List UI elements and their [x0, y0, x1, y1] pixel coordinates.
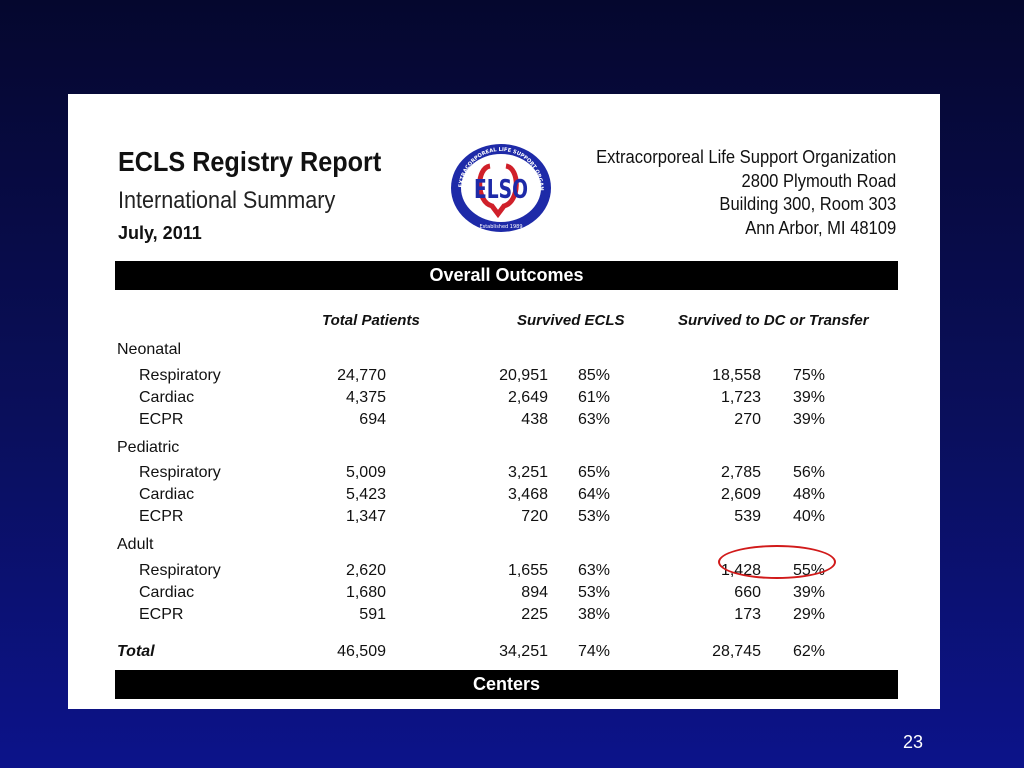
- cell-ecls-pct: 63%: [578, 562, 611, 579]
- cell-total: 694: [359, 411, 386, 428]
- row-label: Cardiac: [139, 389, 195, 406]
- cell-ecls: 2,649: [507, 389, 548, 406]
- cell-dc: 270: [734, 411, 761, 428]
- row-label: Cardiac: [139, 486, 195, 503]
- report-date: July, 2011: [118, 223, 202, 243]
- total-patients: 46,509: [337, 643, 386, 660]
- org-address-line1: 2800 Plymouth Road: [741, 170, 896, 191]
- cell-ecls: 720: [521, 508, 548, 525]
- cell-dc-pct: 29%: [793, 606, 826, 623]
- cell-dc: 2,785: [720, 464, 761, 481]
- cell-ecls-pct: 61%: [578, 389, 611, 406]
- cell-dc: 539: [734, 508, 761, 525]
- cell-dc: 660: [734, 584, 761, 601]
- cell-total: 1,347: [345, 508, 386, 525]
- organization-address: Extracorporeal Life Support Organization…: [596, 146, 896, 240]
- header-survived-dc: Survived to DC or Transfer: [678, 312, 869, 329]
- cell-ecls-pct: 85%: [578, 367, 611, 384]
- org-name: Extracorporeal Life Support Organization: [595, 147, 896, 167]
- cell-dc: 173: [734, 606, 761, 623]
- cell-total: 4,375: [345, 389, 386, 406]
- row-label: ECPR: [139, 508, 184, 525]
- cell-ecls-pct: 38%: [578, 606, 611, 623]
- row-label: Respiratory: [139, 464, 221, 481]
- cell-total: 1,680: [345, 584, 386, 601]
- logo-established-text: Established 1989: [479, 224, 522, 230]
- cell-ecls: 1,655: [507, 562, 548, 579]
- cell-dc-pct: 39%: [793, 411, 826, 428]
- cell-ecls: 438: [521, 411, 548, 428]
- cell-total: 2,620: [345, 562, 386, 579]
- cell-ecls-pct: 63%: [578, 411, 611, 428]
- cell-ecls-pct: 53%: [578, 584, 611, 601]
- cell-total: 591: [359, 606, 386, 623]
- cell-ecls: 894: [521, 584, 548, 601]
- cell-dc-pct: 39%: [793, 584, 826, 601]
- centers-header: Centers: [115, 670, 898, 699]
- group-label-adult: Adult: [117, 536, 154, 553]
- cell-ecls: 225: [521, 606, 548, 623]
- header-survived-ecls: Survived ECLS: [517, 312, 625, 329]
- row-label: Cardiac: [139, 584, 195, 601]
- cell-total: 5,009: [345, 464, 386, 481]
- cell-ecls: 20,951: [499, 367, 548, 384]
- elso-logo: EXTRACORPOREAL LIFE SUPPORT ORGANIZATION…: [446, 140, 551, 232]
- highlight-oval-annotation: [718, 545, 836, 579]
- total-dc: 28,745: [712, 643, 761, 660]
- cell-dc-pct: 56%: [793, 464, 826, 481]
- total-label: Total: [117, 643, 155, 660]
- cell-ecls-pct: 65%: [578, 464, 611, 481]
- report-title: ECLS Registry Report: [118, 146, 382, 177]
- cell-dc-pct: 75%: [793, 367, 826, 384]
- cell-ecls-pct: 64%: [578, 486, 611, 503]
- org-address-line3: Ann Arbor, MI 48109: [745, 217, 896, 238]
- cell-dc: 18,558: [712, 367, 761, 384]
- cell-ecls-pct: 53%: [578, 508, 611, 525]
- row-label: Respiratory: [139, 367, 221, 384]
- total-ecls-pct: 74%: [578, 643, 611, 660]
- report-page: ECLS Registry Report International Summa…: [68, 94, 940, 709]
- report-subtitle: International Summary: [118, 187, 336, 214]
- overall-outcomes-header: Overall Outcomes: [115, 261, 898, 290]
- group-label-pediatric: Pediatric: [117, 439, 180, 456]
- cell-dc-pct: 40%: [793, 508, 826, 525]
- total-dc-pct: 62%: [793, 643, 826, 660]
- header-total-patients: Total Patients: [322, 312, 420, 329]
- cell-total: 5,423: [345, 486, 386, 503]
- cell-dc-pct: 39%: [793, 389, 826, 406]
- cell-dc-pct: 48%: [793, 486, 826, 503]
- cell-ecls: 3,251: [507, 464, 548, 481]
- logo-letters: ELSO: [474, 175, 528, 205]
- total-ecls: 34,251: [499, 643, 548, 660]
- row-label: ECPR: [139, 411, 184, 428]
- cell-total: 24,770: [337, 367, 386, 384]
- slide-number: 23: [903, 732, 924, 752]
- cell-ecls: 3,468: [507, 486, 548, 503]
- row-label: Respiratory: [139, 562, 221, 579]
- cell-dc: 2,609: [720, 486, 761, 503]
- group-label-neonatal: Neonatal: [117, 341, 182, 358]
- org-address-line2: Building 300, Room 303: [719, 194, 896, 214]
- row-label: ECPR: [139, 606, 184, 623]
- cell-dc: 1,723: [720, 389, 761, 406]
